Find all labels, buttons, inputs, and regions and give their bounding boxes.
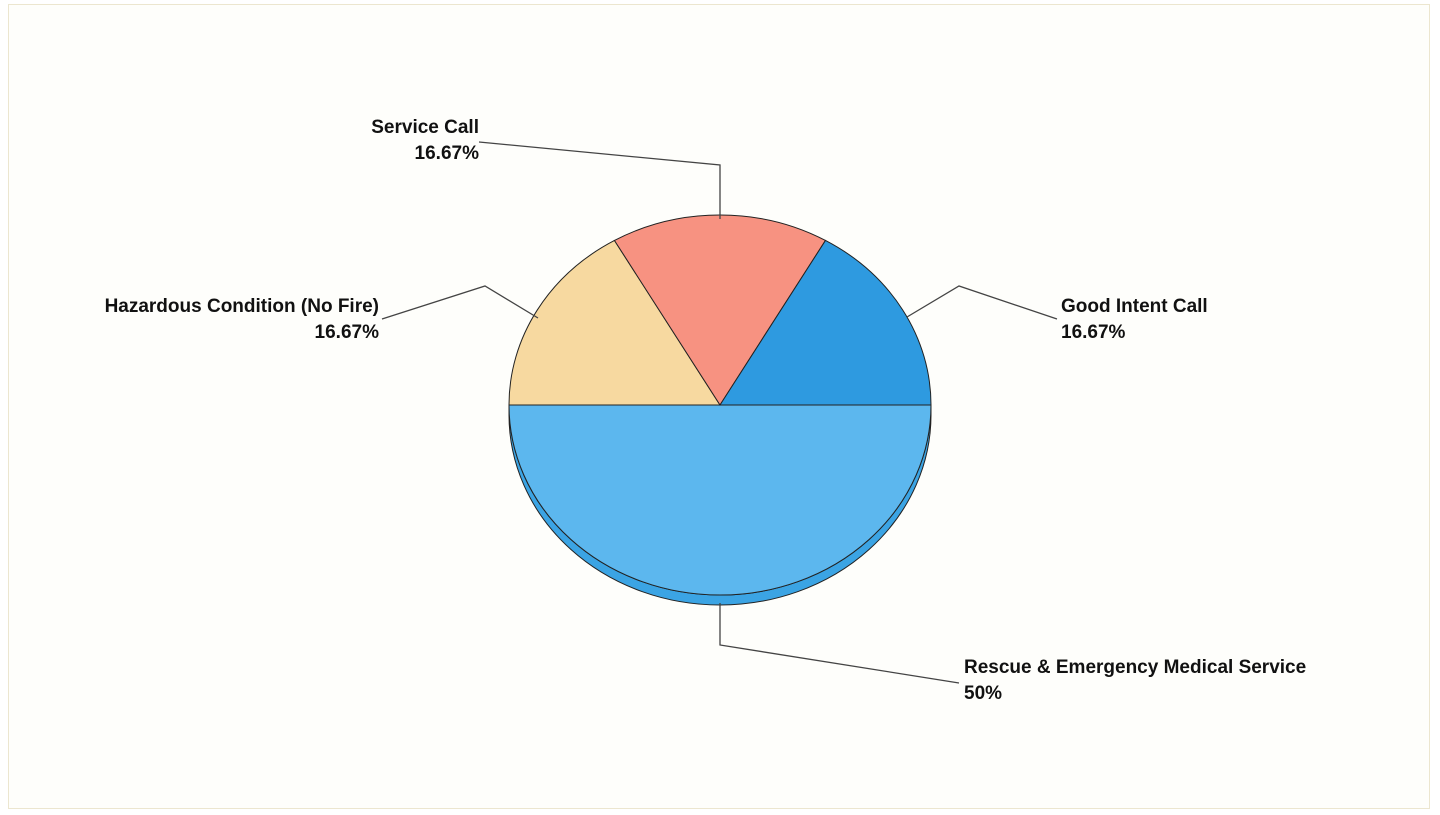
slice-percent-2: 16.67% bbox=[415, 143, 480, 164]
leader-line-1 bbox=[381, 285, 539, 320]
slice-percent-1: 16.67% bbox=[315, 322, 380, 343]
pie-slice-0[interactable] bbox=[508, 404, 932, 596]
pie-labels-group: Rescue & Emergency Medical Service 50% Haz… bbox=[105, 117, 1307, 704]
slice-percent-0: 50% bbox=[964, 683, 1002, 704]
pie-leader-lines-group bbox=[381, 141, 1058, 684]
pie-slice-1[interactable] bbox=[508, 239, 721, 406]
leader-line-3 bbox=[906, 285, 1058, 320]
pie-chart: Rescue & Emergency Medical Service 50% Haz… bbox=[105, 117, 1307, 704]
slice-label-2: Service Call bbox=[371, 117, 479, 138]
slice-label-0: Rescue & Emergency Medical Service bbox=[964, 657, 1306, 678]
pie-slices-group bbox=[508, 214, 932, 596]
slice-label-1: Hazardous Condition (No Fire) bbox=[105, 296, 379, 317]
leader-line-2 bbox=[478, 141, 721, 219]
slice-percent-3: 16.67% bbox=[1061, 322, 1126, 343]
pie-slice-3[interactable] bbox=[719, 239, 932, 406]
chart-frame: Rescue & Emergency Medical Service 50% Haz… bbox=[8, 4, 1430, 809]
leader-line-0 bbox=[719, 603, 960, 684]
slice-label-3: Good Intent Call bbox=[1061, 296, 1208, 317]
